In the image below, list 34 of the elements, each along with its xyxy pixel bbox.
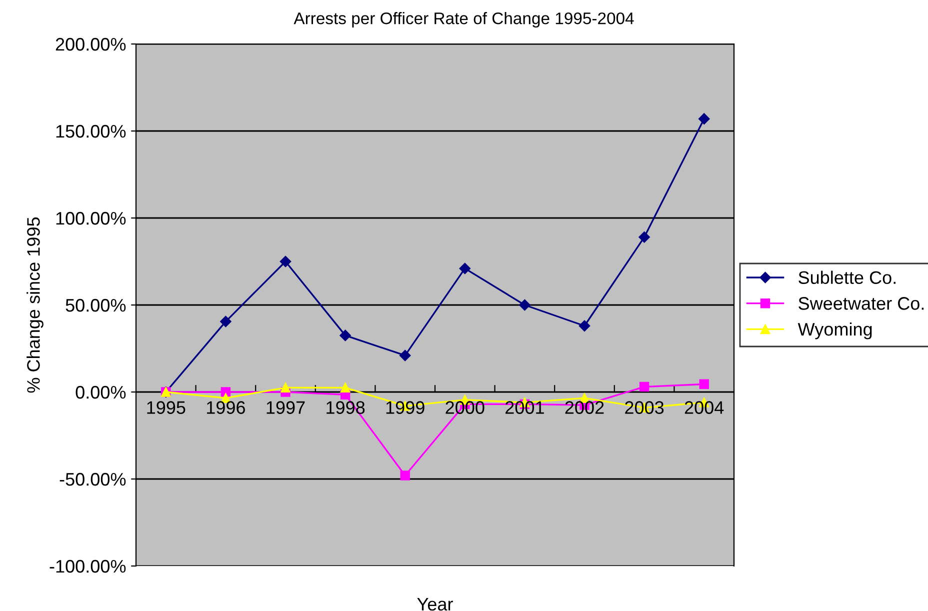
point bbox=[340, 382, 350, 393]
legend-label: Sublette Co. bbox=[798, 270, 896, 284]
legend-label: Sweetwater Co. bbox=[798, 297, 924, 310]
y-tick-label: 200.00% bbox=[56, 38, 126, 51]
y-tick-label: -50.00% bbox=[60, 472, 126, 486]
point bbox=[578, 320, 590, 332]
point bbox=[220, 316, 232, 328]
point bbox=[519, 299, 530, 311]
point bbox=[280, 382, 290, 393]
y-tick-label: 150.00% bbox=[56, 124, 126, 138]
x-axis-title: Year bbox=[417, 598, 453, 611]
point bbox=[280, 256, 292, 268]
x-tick-label: 1997 bbox=[266, 401, 305, 414]
y-tick-label: 100.00% bbox=[56, 212, 126, 225]
point bbox=[400, 470, 410, 480]
x-tick-label: 1999 bbox=[386, 401, 424, 414]
point bbox=[639, 382, 650, 392]
y-axis-title: % Change since 1995 bbox=[26, 217, 44, 393]
y-tick-label: -100.00% bbox=[50, 560, 126, 573]
point bbox=[399, 350, 411, 362]
x-tick-label: 1995 bbox=[147, 401, 186, 414]
x-tick-label: 2001 bbox=[506, 401, 544, 414]
x-tick-label: 2004 bbox=[684, 401, 724, 414]
y-tick-label: 0.00% bbox=[76, 386, 126, 399]
chart-title: Arrests per Officer Rate of Change 1995-2004 bbox=[294, 12, 634, 28]
point bbox=[340, 330, 351, 342]
legend-label: Wyoming bbox=[798, 322, 872, 340]
point bbox=[699, 379, 709, 390]
point bbox=[220, 387, 231, 397]
point bbox=[698, 113, 710, 124]
y-tick-label: 50.00% bbox=[66, 298, 126, 312]
x-tick-label: 1996 bbox=[206, 401, 245, 414]
point bbox=[638, 232, 650, 243]
point bbox=[459, 262, 471, 274]
